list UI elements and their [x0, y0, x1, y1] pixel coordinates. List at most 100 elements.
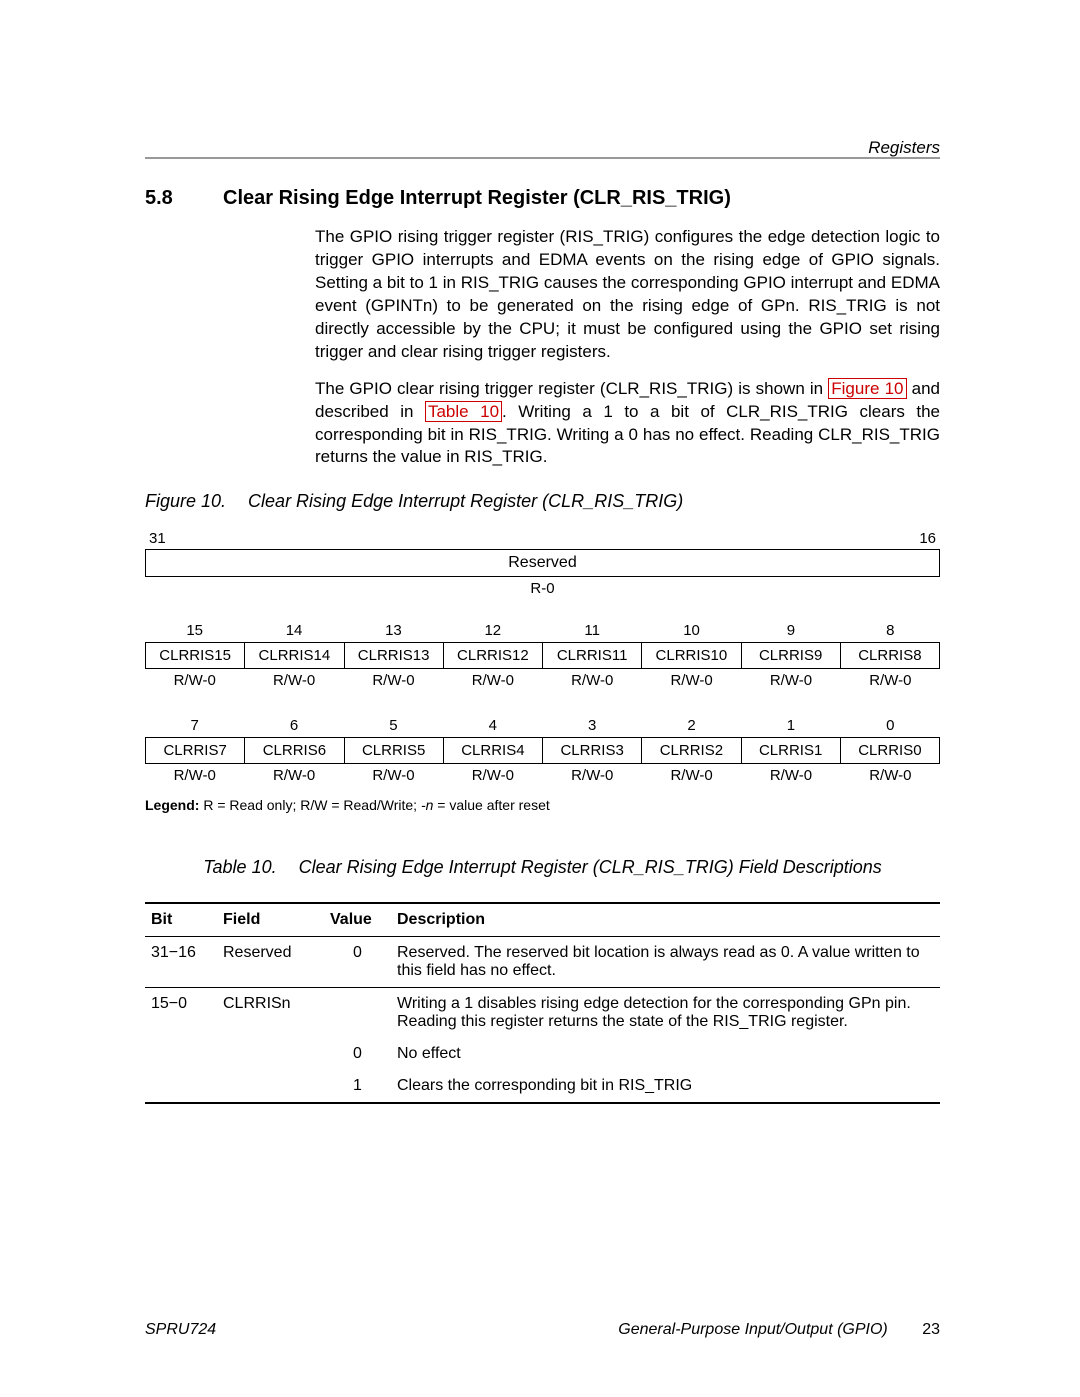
bit-num: 0	[841, 714, 940, 737]
field-name: CLRRIS1	[742, 737, 841, 764]
bit-num: 12	[443, 619, 542, 642]
table-row: 0 No effect	[145, 1038, 940, 1070]
cell-value: 1	[324, 1070, 391, 1103]
cell-bit	[145, 1038, 217, 1070]
cell-desc: Reserved. The reserved bit location is a…	[391, 937, 940, 988]
figure-title: Clear Rising Edge Interrupt Register (CL…	[248, 491, 683, 511]
bit-31: 31	[149, 530, 166, 547]
cell-field: CLRRISn	[217, 988, 324, 1039]
section-title: Clear Rising Edge Interrupt Register (CL…	[223, 187, 731, 210]
field-name: CLRRIS10	[642, 642, 741, 669]
header-section-label: Registers	[868, 138, 940, 158]
bit-num: 10	[642, 619, 741, 642]
legend-text-a: R = Read only; R/W = Read/Write;	[199, 797, 421, 813]
footer-doc-id: SPRU724	[145, 1321, 216, 1339]
figure-caption: Figure 10. Clear Rising Edge Interrupt Re…	[145, 491, 940, 512]
footer-title: General-Purpose Input/Output (GPIO)	[618, 1321, 887, 1338]
bit-num: 8	[841, 619, 940, 642]
section-number: 5.8	[145, 187, 223, 210]
rw-label: R/W-0	[741, 669, 840, 692]
section-heading: 5.8 Clear Rising Edge Interrupt Register…	[145, 187, 940, 210]
field-description-table: Bit Field Value Description 31−16 Reserv…	[145, 902, 940, 1104]
figure-label: Figure 10.	[145, 491, 226, 511]
bit-num: 3	[543, 714, 642, 737]
legend-label: Legend:	[145, 797, 199, 813]
bit-num: 9	[741, 619, 840, 642]
field-name: CLRRIS8	[841, 642, 940, 669]
rw-label: R/W-0	[244, 669, 343, 692]
rw-label: R/W-0	[741, 764, 840, 787]
bit-num: 5	[344, 714, 443, 737]
bit-num: 7	[145, 714, 244, 737]
footer-right: General-Purpose Input/Output (GPIO) 23	[618, 1321, 940, 1339]
rw-row2: R/W-0 R/W-0 R/W-0 R/W-0 R/W-0 R/W-0 R/W-…	[145, 764, 940, 787]
figure-reference-link[interactable]: Figure 10	[828, 378, 906, 399]
rw-label: R/W-0	[344, 669, 443, 692]
rw-label: R/W-0	[642, 764, 741, 787]
reserved-rw: R-0	[145, 577, 940, 597]
col-field: Field	[217, 903, 324, 937]
table-header-row: Bit Field Value Description	[145, 903, 940, 937]
cell-value: 0	[324, 1038, 391, 1070]
col-bit: Bit	[145, 903, 217, 937]
page-number: 23	[922, 1321, 940, 1338]
field-row2: CLRRIS7 CLRRIS6 CLRRIS5 CLRRIS4 CLRRIS3 …	[145, 737, 940, 764]
bit-num: 4	[443, 714, 542, 737]
paragraph-1: The GPIO rising trigger register (RIS_TR…	[315, 226, 940, 364]
bit-num: 11	[543, 619, 642, 642]
reserved-field: Reserved	[145, 549, 940, 577]
field-name: CLRRIS9	[742, 642, 841, 669]
table-row: 15−0 CLRRISn Writing a 1 disables rising…	[145, 988, 940, 1039]
field-name: CLRRIS6	[245, 737, 344, 764]
rw-label: R/W-0	[244, 764, 343, 787]
rw-label: R/W-0	[443, 669, 542, 692]
field-name: CLRRIS14	[245, 642, 344, 669]
table-label: Table 10.	[203, 857, 276, 877]
field-name: CLRRIS4	[444, 737, 543, 764]
table-row: 31−16 Reserved 0 Reserved. The reserved …	[145, 937, 940, 988]
rw-label: R/W-0	[145, 764, 244, 787]
cell-value	[324, 988, 391, 1039]
field-name: CLRRIS15	[145, 642, 245, 669]
register-diagram: 31 16 Reserved R-0 15 14 13 12 11 10 9 8…	[145, 530, 940, 787]
cell-bit: 31−16	[145, 937, 217, 988]
cell-bit: 15−0	[145, 988, 217, 1039]
bit-num: 15	[145, 619, 244, 642]
cell-desc: Clears the corresponding bit in RIS_TRIG	[391, 1070, 940, 1103]
rw-label: R/W-0	[841, 764, 940, 787]
col-desc: Description	[391, 903, 940, 937]
field-name: CLRRIS11	[543, 642, 642, 669]
bit-range-hi: 31 16	[145, 530, 940, 549]
field-name: CLRRIS3	[543, 737, 642, 764]
cell-value: 0	[324, 937, 391, 988]
legend-text-b: = value after reset	[433, 797, 549, 813]
cell-field: Reserved	[217, 937, 324, 988]
rw-label: R/W-0	[145, 669, 244, 692]
table-reference-link[interactable]: Table 10	[425, 401, 502, 422]
bit-num: 1	[741, 714, 840, 737]
bit-num: 2	[642, 714, 741, 737]
bit-numbers-row1: 15 14 13 12 11 10 9 8	[145, 619, 940, 642]
cell-field	[217, 1038, 324, 1070]
paragraph-2a: The GPIO clear rising trigger register (…	[315, 379, 828, 398]
rw-label: R/W-0	[543, 669, 642, 692]
rw-label: R/W-0	[344, 764, 443, 787]
rw-label: R/W-0	[543, 764, 642, 787]
bit-num: 14	[244, 619, 343, 642]
bit-num: 6	[244, 714, 343, 737]
paragraph-2: The GPIO clear rising trigger register (…	[315, 378, 940, 470]
cell-field	[217, 1070, 324, 1103]
rw-label: R/W-0	[841, 669, 940, 692]
cell-desc: Writing a 1 disables rising edge detecti…	[391, 988, 940, 1039]
page-footer: SPRU724 General-Purpose Input/Output (GP…	[145, 1321, 940, 1339]
field-name: CLRRIS0	[841, 737, 940, 764]
table-caption: Table 10.Clear Rising Edge Interrupt Reg…	[145, 857, 940, 878]
cell-bit	[145, 1070, 217, 1103]
bit-16: 16	[919, 530, 936, 547]
page: Registers 5.8 Clear Rising Edge Interrup…	[0, 0, 1080, 1397]
field-name: CLRRIS12	[444, 642, 543, 669]
table-row: 1 Clears the corresponding bit in RIS_TR…	[145, 1070, 940, 1103]
col-value: Value	[324, 903, 391, 937]
rw-label: R/W-0	[443, 764, 542, 787]
legend-n: -n	[421, 797, 433, 813]
